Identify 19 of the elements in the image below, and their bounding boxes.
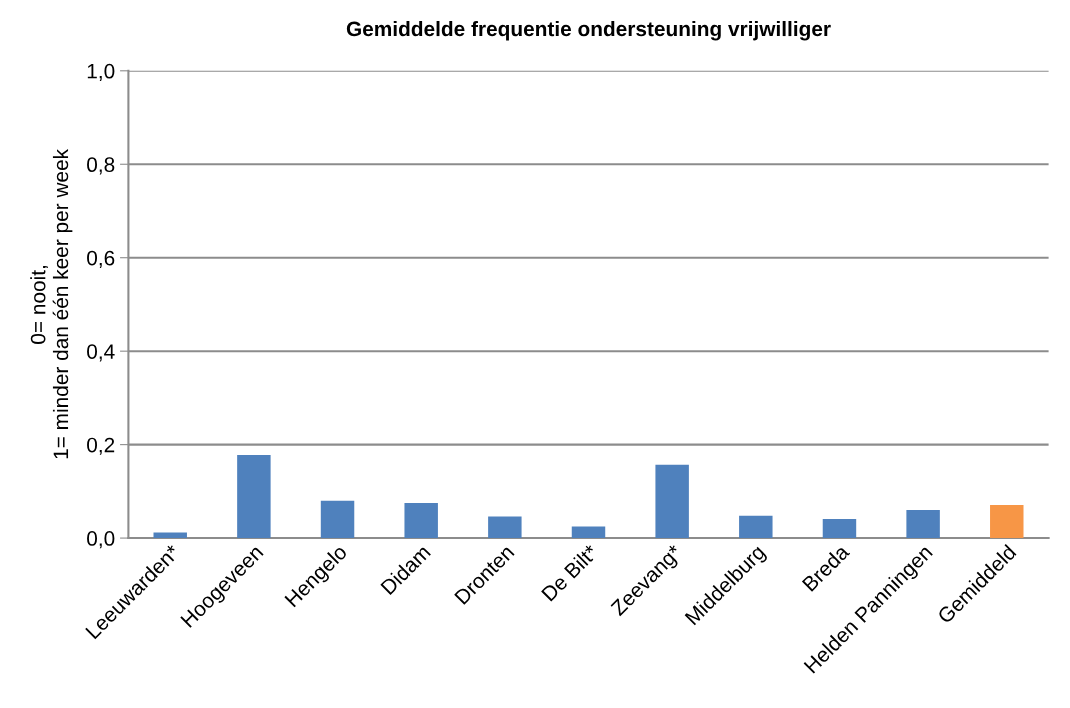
y-tick-label: 0,8 bbox=[87, 157, 115, 175]
x-tick-label: De Bilt* bbox=[540, 543, 600, 602]
chart-title: Gemiddelde frequentie ondersteuning vrijwilliger bbox=[346, 20, 831, 41]
y-tick-label: 0,4 bbox=[87, 344, 115, 362]
y-tick-label: 0,2 bbox=[87, 437, 115, 455]
bar bbox=[739, 515, 773, 539]
bar bbox=[571, 526, 606, 539]
y-axis-title: 0= nooit, 1= minder dan één keer per week bbox=[30, 148, 73, 459]
bar bbox=[655, 464, 689, 539]
y-tick-label: 0,6 bbox=[87, 250, 115, 268]
bar bbox=[488, 516, 522, 539]
bar bbox=[404, 503, 438, 539]
bar bbox=[237, 454, 271, 539]
y-tick-label: 1,0 bbox=[87, 63, 115, 82]
bar bbox=[990, 504, 1024, 539]
bar bbox=[906, 510, 940, 539]
bar bbox=[153, 532, 187, 539]
bar bbox=[320, 500, 355, 539]
bar bbox=[822, 518, 857, 539]
